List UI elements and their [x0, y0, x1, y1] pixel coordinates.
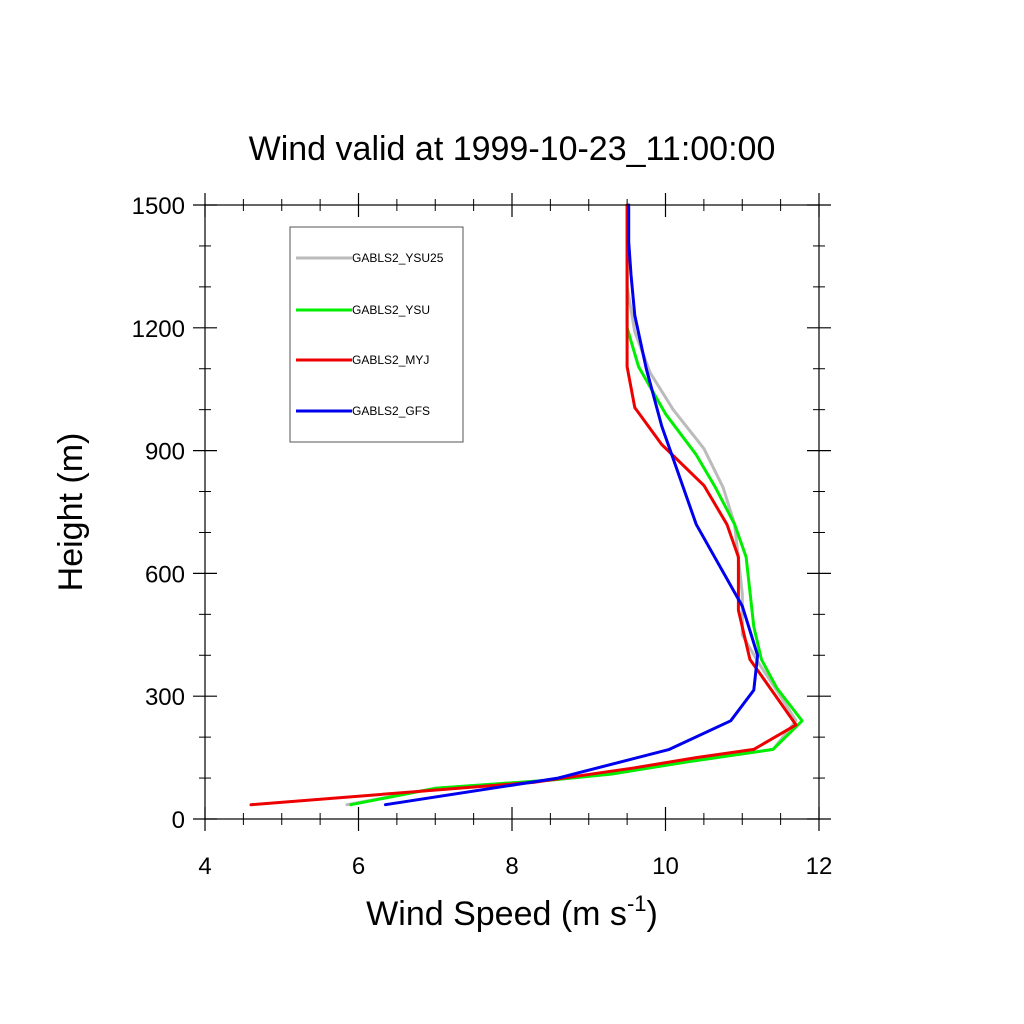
series-line-gabls2-myj	[249, 203, 798, 807]
legend-label: GABLS2_MYJ	[352, 353, 429, 367]
x-tick-label: 10	[652, 853, 679, 880]
chart-title: Wind valid at 1999-10-23_11:00:00	[249, 130, 776, 168]
x-tick-label: 8	[505, 853, 518, 880]
y-axis-label: Height (m)	[52, 433, 90, 592]
legend-box	[289, 226, 464, 443]
legend-label: GABLS2_GFS	[352, 404, 430, 418]
y-tick-label: 600	[145, 561, 185, 588]
y-tick-label: 1200	[132, 316, 185, 343]
y-tick-label: 900	[145, 439, 185, 466]
y-tick-label: 300	[145, 684, 185, 711]
series-line-gabls2-gfs	[383, 203, 760, 807]
x-tick-label: 4	[198, 853, 211, 880]
legend-label: GABLS2_YSU25	[352, 251, 444, 265]
plot-frame	[204, 204, 820, 820]
x-axis-label-close: )	[647, 895, 658, 933]
series-lines	[249, 203, 804, 807]
x-tick-label: 12	[806, 853, 833, 880]
y-tick-label: 0	[172, 807, 185, 834]
axis-ticks: 4 6 8 10 12 0 300 600 900 1200 1500	[132, 193, 833, 880]
y-tick-label: 1500	[132, 193, 185, 220]
x-axis-label-sup: -1	[627, 891, 647, 916]
legend-label: GABLS2_YSU	[352, 303, 430, 317]
x-axis-label-main: Wind Speed (m s	[366, 895, 627, 933]
x-tick-label: 6	[352, 853, 365, 880]
x-axis-label: Wind Speed (m s-1)	[366, 891, 658, 933]
series-line-gabls2-ysu	[349, 203, 804, 807]
legend: GABLS2_YSU25 GABLS2_YSU GABLS2_MYJ GABLS2_G…	[289, 226, 464, 443]
